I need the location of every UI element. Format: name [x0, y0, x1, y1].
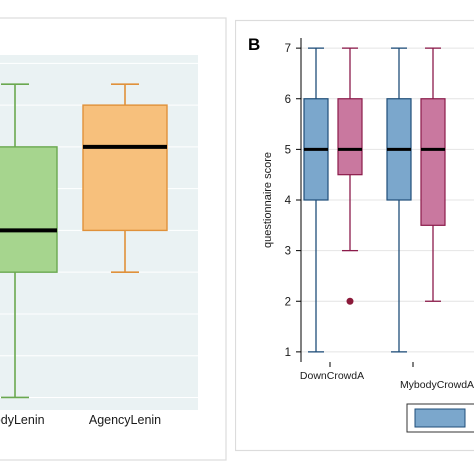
box-DownCrowdA-series-1: [303, 47, 329, 353]
x-tick-label: MybodyCrowdA: [400, 379, 474, 391]
legend: [406, 403, 474, 433]
y-tick-label: 7: [285, 43, 291, 55]
legend-swatch-series-1: [414, 408, 466, 428]
box-BodyLenin: [0, 83, 58, 399]
outlier-point: [346, 297, 354, 305]
panel-b-frame: [235, 19, 474, 452]
box-DownCrowdA-series-2: [337, 47, 363, 305]
x-tick-label: BodyLenin: [0, 413, 45, 427]
y-tick-label: 2: [285, 296, 291, 308]
box-MybodyCrowdA-series-1: [386, 47, 412, 353]
chart-panel-a: BodyLenin AgencyLenin: [0, 0, 228, 474]
y-tick-label: 3: [285, 246, 291, 258]
box-iqr: [420, 98, 446, 226]
y-tick-label: 6: [285, 94, 291, 106]
x-tick-label: DownCrowdA: [300, 370, 364, 382]
y-tick-label: 4: [285, 195, 292, 207]
box-AgencyLenin: [82, 83, 168, 273]
y-axis-label: questionnaire score: [262, 152, 274, 248]
box-iqr: [337, 98, 363, 176]
box-MybodyCrowdA-series-2: [420, 47, 446, 302]
x-tick-label: AgencyLenin: [89, 413, 161, 427]
chart-panel-b: B 1 2 3 4 5 6 7 questionnaire score DownCrowdA Myb…: [235, 0, 474, 474]
y-tick-label: 5: [285, 144, 291, 156]
box-iqr: [0, 146, 58, 273]
panel-label: B: [248, 35, 260, 54]
box-iqr: [82, 104, 168, 232]
y-tick-label: 1: [285, 347, 291, 359]
